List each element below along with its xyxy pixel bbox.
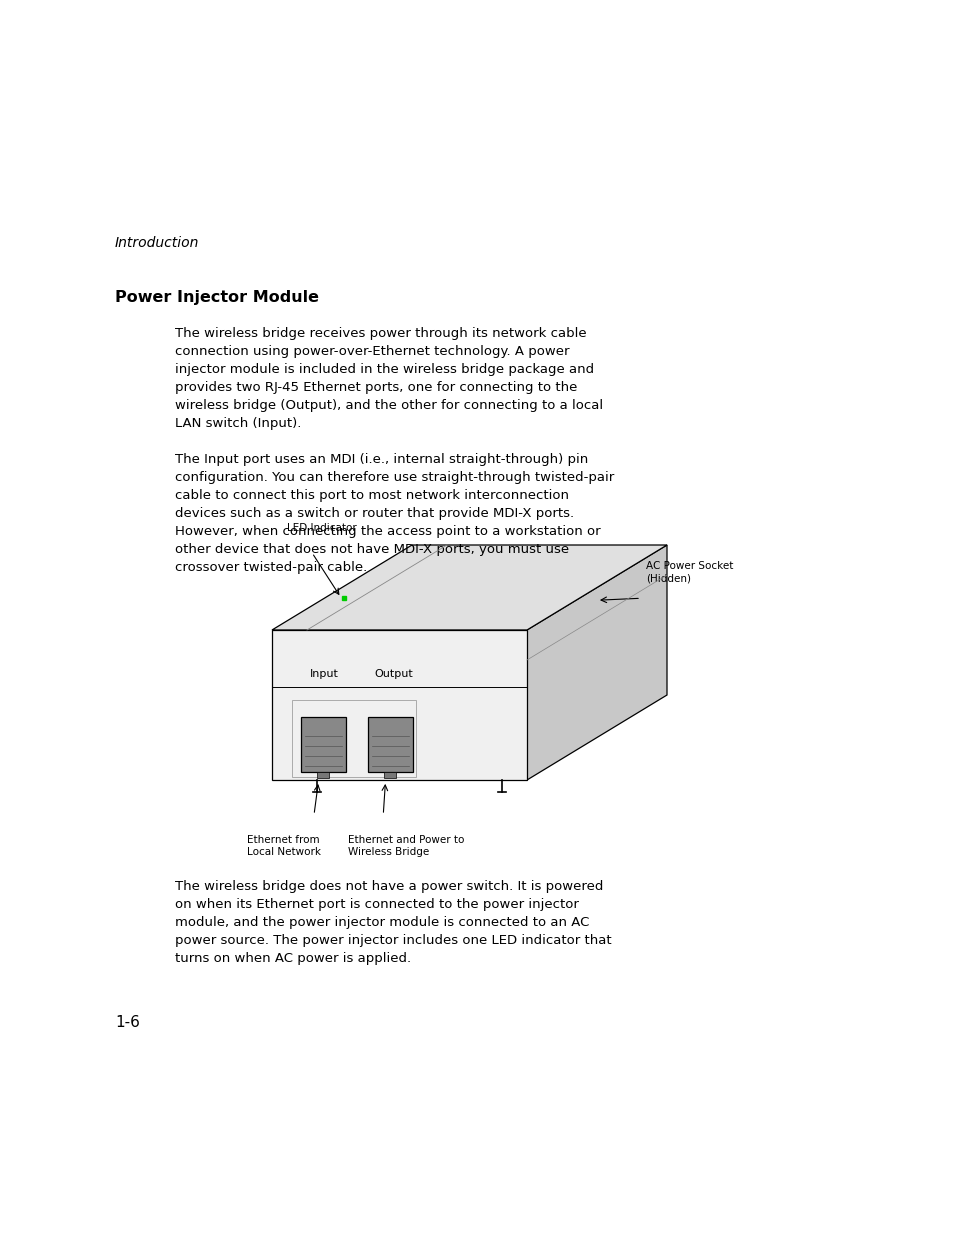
Text: The wireless bridge does not have a power switch. It is powered
on when its Ethe: The wireless bridge does not have a powe… — [174, 881, 611, 965]
Text: LED Indicator: LED Indicator — [287, 522, 356, 532]
Polygon shape — [272, 630, 526, 781]
Text: Output: Output — [375, 669, 413, 679]
Text: The Input port uses an MDI (i.e., internal straight-through) pin
configuration. : The Input port uses an MDI (i.e., intern… — [174, 453, 614, 574]
Polygon shape — [272, 545, 666, 630]
Text: Introduction: Introduction — [115, 236, 199, 249]
FancyBboxPatch shape — [367, 718, 412, 772]
Text: The wireless bridge receives power through its network cable
connection using po: The wireless bridge receives power throu… — [174, 327, 602, 430]
FancyBboxPatch shape — [316, 772, 329, 778]
Text: AC Power Socket
(Hidden): AC Power Socket (Hidden) — [645, 561, 733, 583]
Text: Power Injector Module: Power Injector Module — [115, 290, 318, 305]
Text: Ethernet from
Local Network: Ethernet from Local Network — [247, 835, 320, 857]
Text: Input: Input — [309, 669, 338, 679]
Text: Ethernet and Power to
Wireless Bridge: Ethernet and Power to Wireless Bridge — [347, 835, 463, 857]
FancyBboxPatch shape — [384, 772, 395, 778]
Polygon shape — [526, 545, 666, 781]
FancyBboxPatch shape — [300, 718, 345, 772]
Text: 1-6: 1-6 — [115, 1015, 140, 1030]
